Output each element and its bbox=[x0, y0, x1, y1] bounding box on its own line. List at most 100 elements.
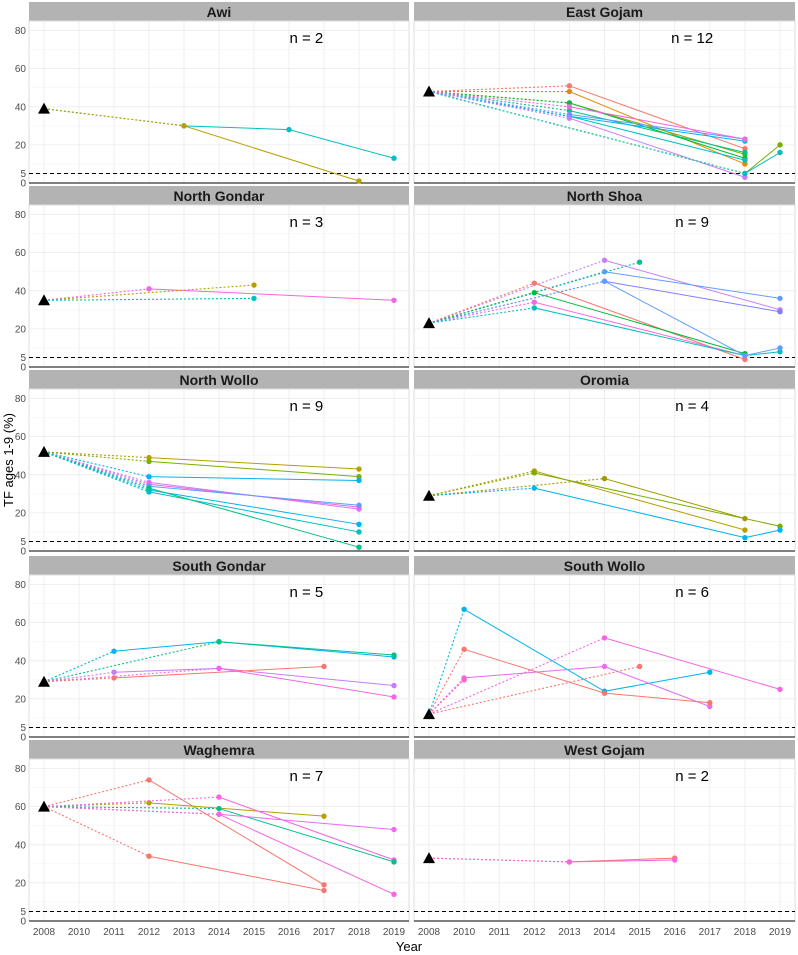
x-tick-label: 2016 bbox=[278, 927, 301, 938]
series-line-segment bbox=[183, 125, 360, 182]
series-dotted-segment bbox=[428, 301, 535, 324]
series-line-segment bbox=[534, 301, 746, 357]
series-dotted-segment bbox=[43, 284, 255, 301]
x-tick-label: 2014 bbox=[593, 927, 616, 938]
panel-north-gondar: North Gondar n = 3 bbox=[28, 186, 410, 368]
series-line-segment bbox=[744, 529, 781, 539]
y-tick-label: 80 bbox=[15, 210, 27, 221]
series-line-segment bbox=[463, 648, 605, 694]
x-tick-label: 2017 bbox=[699, 927, 722, 938]
series-line-segment bbox=[604, 666, 710, 707]
data-point bbox=[391, 694, 397, 700]
data-point bbox=[742, 161, 748, 167]
series-line-segment bbox=[113, 667, 220, 673]
data-point bbox=[321, 882, 327, 888]
data-point bbox=[321, 887, 327, 894]
y-tick-label: 0 bbox=[20, 547, 26, 558]
data-point bbox=[742, 174, 748, 180]
data-point bbox=[216, 805, 222, 812]
data-point bbox=[777, 309, 783, 315]
data-point bbox=[461, 646, 467, 653]
series-line-segment bbox=[113, 665, 325, 679]
series-dotted-segment bbox=[43, 667, 220, 683]
x-tick-label: 2013 bbox=[173, 927, 196, 938]
data-point bbox=[531, 485, 537, 491]
y-tick-label: 60 bbox=[15, 248, 27, 259]
series-line-segment bbox=[218, 667, 395, 687]
data-point bbox=[356, 529, 362, 535]
series-dotted-segment bbox=[43, 108, 185, 127]
data-point bbox=[531, 305, 537, 311]
series-line-segment bbox=[464, 665, 605, 679]
y-tick-label: 40 bbox=[15, 656, 27, 667]
baseline-marker bbox=[38, 675, 50, 687]
series-line-segment bbox=[218, 813, 395, 895]
panel-oromia: Oromia n = 4 bbox=[413, 370, 796, 552]
data-point bbox=[111, 675, 117, 681]
data-point bbox=[742, 136, 748, 142]
series-line-segment bbox=[463, 608, 605, 692]
sample-size-label: n = 7 bbox=[290, 768, 324, 785]
data-point bbox=[707, 699, 713, 706]
series-line-segment bbox=[218, 813, 395, 831]
series-line-segment bbox=[569, 115, 746, 161]
data-point bbox=[566, 111, 573, 118]
data-point bbox=[356, 477, 362, 484]
series-dotted-segment bbox=[43, 641, 220, 683]
x-tick-label: 2010 bbox=[68, 927, 91, 938]
data-point bbox=[216, 794, 222, 800]
series-dotted-segment bbox=[43, 451, 150, 489]
sample-size-label: n = 4 bbox=[675, 398, 709, 415]
y-tick-label: 20 bbox=[15, 140, 27, 151]
data-point bbox=[111, 669, 117, 675]
series-dotted-segment bbox=[428, 609, 465, 715]
data-point bbox=[566, 859, 573, 865]
data-point bbox=[391, 859, 397, 865]
y-tick-label: 0 bbox=[20, 363, 26, 374]
series-line-segment bbox=[604, 280, 781, 313]
sample-size-label: n = 9 bbox=[290, 398, 324, 415]
data-point bbox=[531, 280, 537, 286]
series-dotted-segment bbox=[428, 649, 465, 715]
series-dotted-segment bbox=[428, 679, 465, 715]
strip-west-gojam bbox=[414, 740, 795, 759]
series-line-segment bbox=[569, 106, 745, 140]
y-tick-label: 40 bbox=[15, 102, 27, 113]
data-point bbox=[146, 853, 152, 859]
strip-label-west-gojam: West Gojam bbox=[564, 742, 645, 758]
x-tick-label: 2015 bbox=[628, 927, 651, 938]
x-tick-label: 2012 bbox=[138, 927, 161, 938]
panel-east-gojam: East Gojam n = 12 bbox=[413, 2, 796, 184]
x-tick-label: 2016 bbox=[664, 927, 687, 938]
data-point bbox=[321, 813, 327, 819]
x-tick-label: 2008 bbox=[418, 927, 441, 938]
strip-label-east-gojam: East Gojam bbox=[566, 4, 643, 20]
series-line-segment bbox=[113, 641, 220, 652]
series-dotted-segment bbox=[428, 478, 605, 497]
data-point bbox=[146, 800, 152, 806]
y-tick-label: 5 bbox=[20, 169, 26, 180]
series-dotted-segment bbox=[43, 806, 220, 810]
data-point bbox=[146, 777, 152, 783]
y-tick-label: 20 bbox=[15, 878, 27, 889]
series-dotted-segment bbox=[43, 451, 150, 462]
data-point bbox=[321, 663, 327, 670]
data-point bbox=[777, 523, 783, 529]
data-point bbox=[566, 115, 573, 121]
sample-size-label: n = 2 bbox=[675, 768, 709, 785]
series-line-segment bbox=[744, 144, 781, 174]
data-point bbox=[566, 107, 573, 114]
series-dotted-segment bbox=[428, 85, 570, 93]
data-point bbox=[601, 257, 608, 263]
series-dotted-segment bbox=[428, 90, 570, 108]
data-point bbox=[391, 297, 397, 303]
data-point bbox=[742, 534, 748, 541]
data-point bbox=[356, 502, 362, 508]
x-tick-label: 2015 bbox=[243, 927, 266, 938]
strip-north-shoa bbox=[414, 186, 795, 205]
data-point bbox=[216, 639, 222, 645]
y-tick-label: 20 bbox=[15, 508, 27, 519]
series-dotted-segment bbox=[428, 282, 535, 324]
x-tick-label: 2010 bbox=[453, 927, 476, 938]
data-point bbox=[707, 703, 713, 710]
